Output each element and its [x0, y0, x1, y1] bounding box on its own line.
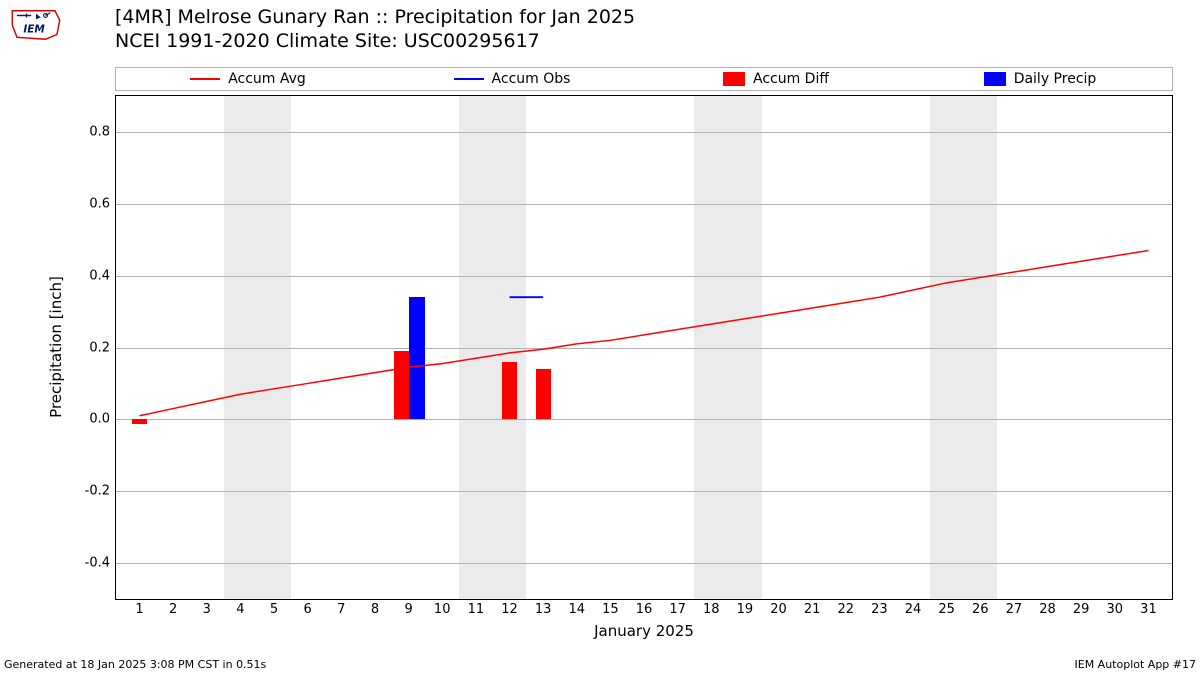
x-tick-label: 8 — [371, 602, 379, 617]
iem-logo: IEM — [6, 6, 66, 44]
x-tick-label: 3 — [203, 602, 211, 617]
x-tick-label: 15 — [602, 602, 619, 617]
x-tick-label: 9 — [404, 602, 412, 617]
x-tick-label: 16 — [636, 602, 653, 617]
y-tick-label: -0.4 — [76, 556, 110, 571]
legend-item: Daily Precip — [908, 71, 1172, 87]
legend-swatch — [723, 72, 745, 86]
footer-generated: Generated at 18 Jan 2025 3:08 PM CST in … — [4, 658, 266, 671]
legend-swatch — [190, 78, 220, 80]
x-tick-label: 22 — [838, 602, 855, 617]
x-tick-label: 14 — [568, 602, 585, 617]
plot-area: -0.4-0.20.00.20.40.60.812345678910111213… — [115, 95, 1173, 600]
legend-item: Accum Avg — [116, 71, 380, 87]
y-tick-label: -0.2 — [76, 484, 110, 499]
x-tick-label: 25 — [938, 602, 955, 617]
x-tick-label: 1 — [135, 602, 143, 617]
x-tick-label: 4 — [236, 602, 244, 617]
legend: Accum Avg Accum Obs Accum Diff Daily Precip — [115, 67, 1173, 91]
y-tick-label: 0.8 — [76, 124, 110, 139]
x-tick-label: 19 — [737, 602, 754, 617]
y-tick-label: 0.0 — [76, 412, 110, 427]
x-tick-label: 18 — [703, 602, 720, 617]
x-tick-label: 23 — [871, 602, 888, 617]
title-line-1: [4MR] Melrose Gunary Ran :: Precipitatio… — [115, 6, 635, 30]
y-tick-label: 0.6 — [76, 196, 110, 211]
y-tick-label: 0.4 — [76, 268, 110, 283]
line-overlay — [116, 96, 1172, 599]
x-tick-label: 17 — [669, 602, 686, 617]
legend-swatch — [984, 72, 1006, 86]
x-tick-label: 6 — [304, 602, 312, 617]
chart-title: [4MR] Melrose Gunary Ran :: Precipitatio… — [115, 6, 635, 54]
x-tick-label: 13 — [535, 602, 552, 617]
x-tick-label: 7 — [337, 602, 345, 617]
y-tick-label: 0.2 — [76, 340, 110, 355]
x-tick-label: 29 — [1073, 602, 1090, 617]
title-line-2: NCEI 1991-2020 Climate Site: USC00295617 — [115, 30, 635, 54]
x-tick-label: 26 — [972, 602, 989, 617]
x-tick-label: 27 — [1006, 602, 1023, 617]
x-tick-label: 20 — [770, 602, 787, 617]
x-tick-label: 31 — [1140, 602, 1157, 617]
legend-label: Accum Obs — [492, 71, 571, 87]
x-tick-label: 21 — [804, 602, 821, 617]
x-axis-label: January 2025 — [115, 622, 1173, 640]
legend-item: Accum Obs — [380, 71, 644, 87]
x-tick-label: 2 — [169, 602, 177, 617]
legend-label: Accum Avg — [228, 71, 306, 87]
x-tick-label: 12 — [501, 602, 518, 617]
legend-item: Accum Diff — [644, 71, 908, 87]
legend-label: Daily Precip — [1014, 71, 1097, 87]
y-axis-label: Precipitation [inch] — [47, 276, 65, 418]
x-tick-label: 24 — [905, 602, 922, 617]
x-tick-label: 11 — [468, 602, 485, 617]
svg-text:IEM: IEM — [23, 24, 45, 36]
x-tick-label: 28 — [1039, 602, 1056, 617]
x-tick-label: 5 — [270, 602, 278, 617]
x-tick-label: 10 — [434, 602, 451, 617]
footer-appid: IEM Autoplot App #17 — [1075, 658, 1197, 671]
legend-swatch — [454, 78, 484, 80]
accum-avg-line — [140, 250, 1149, 415]
legend-label: Accum Diff — [753, 71, 829, 87]
x-tick-label: 30 — [1107, 602, 1124, 617]
